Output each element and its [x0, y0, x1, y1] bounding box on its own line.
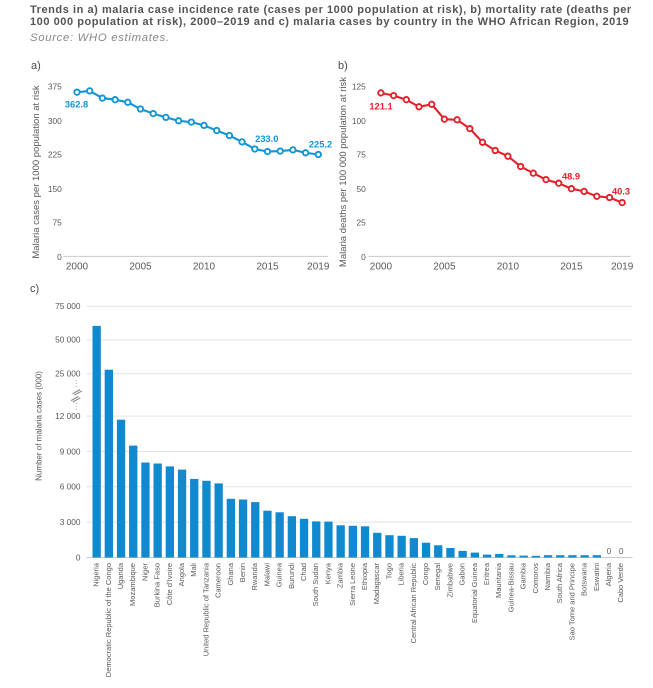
svg-text:225: 225	[48, 149, 62, 159]
svg-text:Gambia: Gambia	[519, 562, 528, 589]
svg-text:0: 0	[619, 547, 624, 556]
svg-text:Cameroon: Cameroon	[214, 563, 223, 598]
svg-text:Chad: Chad	[299, 563, 308, 581]
svg-text:Côte d’Ivoire: Côte d’Ivoire	[165, 563, 174, 605]
svg-text:125: 125	[352, 82, 366, 92]
svg-text:0: 0	[57, 252, 62, 262]
svg-text:Eritrea: Eritrea	[482, 562, 491, 585]
svg-text:Niger: Niger	[140, 563, 149, 581]
svg-text:Botswana: Botswana	[580, 562, 589, 596]
svg-text:50 000: 50 000	[55, 335, 81, 345]
svg-text:2010: 2010	[497, 262, 520, 273]
svg-text:Burundi: Burundi	[287, 563, 296, 589]
svg-text:Eswatini: Eswatini	[592, 563, 601, 591]
svg-text:2000: 2000	[370, 262, 393, 273]
svg-text:Togo: Togo	[384, 563, 393, 579]
svg-text:Sierra Leone: Sierra Leone	[348, 563, 357, 606]
svg-text:Number of malaria cases (000): Number of malaria cases (000)	[35, 371, 44, 481]
svg-text:25 000: 25 000	[55, 369, 81, 379]
svg-text:Malaria cases per 1000 populat: Malaria cases per 1000 population at ris…	[31, 85, 42, 258]
svg-text:Kenya: Kenya	[323, 562, 332, 584]
svg-text:c): c)	[30, 283, 39, 295]
svg-text:Uganda: Uganda	[116, 562, 125, 589]
svg-text:Burkina Faso: Burkina Faso	[153, 563, 162, 607]
svg-text:Algeria: Algeria	[604, 562, 613, 586]
svg-text:0: 0	[607, 547, 612, 556]
svg-text:2019: 2019	[307, 262, 330, 273]
svg-text:2015: 2015	[256, 262, 279, 273]
svg-text:225.2: 225.2	[309, 139, 332, 149]
svg-text:Congo: Congo	[421, 563, 430, 585]
svg-text:300: 300	[48, 116, 62, 126]
svg-text:Ghana: Ghana	[226, 562, 235, 585]
svg-text:48.9: 48.9	[562, 172, 580, 182]
svg-text:Democratic Republic of the Con: Democratic Republic of the Congo	[104, 563, 113, 677]
svg-text:Zambia: Zambia	[336, 562, 345, 588]
svg-text:Ethiopia: Ethiopia	[360, 562, 369, 590]
svg-text:25: 25	[356, 218, 366, 228]
svg-text:75 000: 75 000	[55, 301, 81, 311]
svg-text:Benin: Benin	[238, 563, 247, 582]
svg-text:50: 50	[356, 184, 366, 194]
svg-text:150: 150	[48, 184, 62, 194]
svg-text:a): a)	[31, 60, 41, 72]
svg-text:3 000: 3 000	[60, 517, 81, 527]
svg-text:40.3: 40.3	[612, 187, 630, 197]
svg-text:Cabo Verde: Cabo Verde	[616, 563, 625, 603]
svg-text:Nigeria: Nigeria	[92, 562, 101, 587]
svg-text:121.1: 121.1	[369, 101, 392, 111]
svg-text:Liberia: Liberia	[397, 562, 406, 585]
svg-text:Guinea-Bissau: Guinea-Bissau	[506, 563, 515, 612]
svg-text:Angola: Angola	[177, 562, 186, 586]
svg-text:b): b)	[338, 60, 348, 72]
svg-text:Sao Tome and Principe: Sao Tome and Principe	[567, 563, 576, 640]
svg-text:2005: 2005	[433, 262, 456, 273]
svg-text:Madagascar: Madagascar	[372, 563, 381, 605]
svg-text:2005: 2005	[129, 262, 152, 273]
svg-text:Guinea: Guinea	[275, 562, 284, 587]
svg-text:362.8: 362.8	[65, 100, 88, 110]
svg-text:Namibia: Namibia	[543, 562, 552, 590]
svg-text:United Republic of Tanzania: United Republic of Tanzania	[201, 562, 210, 656]
svg-text:2010: 2010	[193, 262, 216, 273]
svg-text:75: 75	[52, 218, 62, 228]
svg-text:9 000: 9 000	[60, 446, 81, 456]
svg-text:6 000: 6 000	[60, 482, 81, 492]
svg-text:0: 0	[76, 552, 81, 562]
svg-text:12 000: 12 000	[55, 411, 81, 421]
svg-text:South Africa: South Africa	[555, 562, 564, 603]
svg-text:Zimbabwe: Zimbabwe	[445, 563, 454, 598]
svg-text:Central African Republic: Central African Republic	[409, 563, 418, 644]
svg-text:375: 375	[48, 82, 62, 92]
svg-text:Equatorial Guinea: Equatorial Guinea	[470, 562, 479, 623]
svg-text:Malawi: Malawi	[262, 563, 271, 587]
svg-text:2015: 2015	[560, 262, 583, 273]
svg-text:0: 0	[361, 252, 366, 262]
svg-text:Gabon: Gabon	[458, 563, 467, 586]
svg-text:Rwanda: Rwanda	[250, 562, 259, 590]
svg-text:Comoros: Comoros	[531, 563, 540, 594]
svg-text:Malaria deaths per 100 000 pop: Malaria deaths per 100 000 population at…	[338, 77, 349, 267]
svg-text:75: 75	[356, 149, 366, 159]
svg-text:Mali: Mali	[189, 563, 198, 577]
svg-text:Mauritania: Mauritania	[494, 562, 503, 598]
svg-text:2019: 2019	[611, 262, 634, 273]
svg-text:Mozambique: Mozambique	[128, 563, 137, 606]
svg-text:South Sudan: South Sudan	[311, 563, 320, 606]
svg-text:Senegal: Senegal	[433, 563, 442, 591]
svg-text:233.0: 233.0	[255, 134, 278, 144]
svg-text:100: 100	[352, 116, 366, 126]
svg-text:2000: 2000	[66, 262, 89, 273]
